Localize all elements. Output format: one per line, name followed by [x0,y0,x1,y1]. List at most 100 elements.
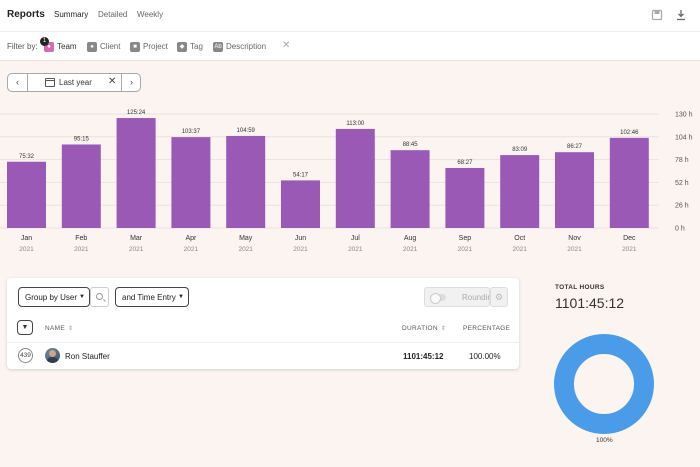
filter-tag-label: Tag [190,42,203,51]
month-label: Apr [185,235,197,242]
total-hours-value: 1101:45:12 [555,295,625,311]
year-label: 2021 [567,246,582,253]
total-hours-label: TOTAL HOURS [555,284,605,291]
bar-value-label: 102:46 [620,130,639,136]
page-title: Reports [7,9,45,20]
sort-icon: ⇕ [67,326,74,332]
month-label: Sep [459,235,472,242]
bar-value-label: 103:37 [182,129,201,135]
bar-value-label: 86:27 [567,144,583,150]
gear-icon[interactable]: ⚙ [490,287,508,307]
bar [226,135,266,228]
bar [555,152,594,228]
rounding-toggle[interactable]: Rounding [424,287,496,307]
client-icon: ● [87,41,97,52]
entry-count-badge[interactable]: 439 [18,348,33,363]
bar [116,118,156,228]
year-label: 2021 [622,246,637,253]
report-table-card: Group by User ▼ and Time Entry ▼ Roundin… [7,278,519,369]
month-label: May [239,235,253,242]
bar [171,137,211,228]
expand-all-button[interactable]: ▼ [17,320,33,335]
team-icon: ● [44,41,54,52]
tab-weekly[interactable]: Weekly [137,10,164,19]
month-label: Nov [568,235,581,242]
user-duration: 1101:45:12 [403,352,444,361]
bar-value-label: 125:24 [127,110,146,116]
month-label: Jun [295,235,306,242]
user-share-donut [554,334,654,434]
year-label: 2021 [458,246,473,253]
year-label: 2021 [74,246,89,253]
year-label: 2021 [512,246,527,253]
bar-value-label: 95:15 [74,136,90,142]
tab-detailed[interactable]: Detailed [98,10,128,19]
filter-client-label: Client [100,42,121,51]
y-tick-label: 78 h [675,157,689,164]
bar-value-label: 54:17 [293,172,309,178]
secondary-group-select[interactable]: and Time Entry ▼ [115,287,189,307]
year-label: 2021 [238,246,253,253]
bar [335,128,375,228]
sort-icon: ⇕ [440,326,447,332]
project-icon: ■ [130,41,140,52]
clear-date-icon[interactable]: ✕ [108,76,117,87]
rounding-label: Rounding [462,292,497,302]
top-bar [0,0,700,31]
bar [281,180,320,228]
filter-label: Filter by: [7,42,38,51]
column-header-duration[interactable]: DURATION ⇕ [402,325,446,332]
filter-client[interactable]: ● Client [87,40,120,53]
search-button[interactable] [90,287,109,307]
month-label: Feb [75,235,87,242]
filter-description[interactable]: Ab Description [213,40,266,53]
y-tick-label: 0 h [675,226,685,233]
group-by-label: Group by User [25,292,78,302]
tab-summary[interactable]: Summary [54,10,89,19]
filter-project[interactable]: ■ Project [130,40,168,53]
description-icon: Ab [213,41,223,52]
month-label: Dec [623,235,636,242]
download-icon[interactable] [674,9,688,23]
bar-value-label: 88:45 [403,142,419,148]
y-tick-label: 52 h [675,180,689,187]
divider [121,74,122,91]
divider [27,74,28,91]
date-range-label[interactable]: Last year [59,78,92,87]
chevron-right-icon[interactable]: › [130,77,133,87]
user-percentage: 100.00% [469,352,501,361]
bar-value-label: 113:00 [346,121,365,127]
filter-tag[interactable]: ◆ Tag [177,40,203,53]
filter-project-label: Project [143,42,168,51]
bar-value-label: 104:59 [237,128,256,134]
month-label: Oct [514,235,525,242]
bar [7,161,46,228]
year-label: 2021 [403,246,418,253]
y-tick-label: 26 h [675,203,689,210]
filter-team[interactable]: ● Team [44,40,77,53]
chevron-left-icon[interactable]: ‹ [16,77,19,87]
save-icon[interactable] [650,9,664,23]
avatar [45,348,60,363]
filter-team-label: Team [57,42,77,51]
column-header-name[interactable]: NAME ⇕ [45,325,73,332]
month-label: Aug [404,235,417,242]
year-label: 2021 [19,246,34,253]
column-header-percentage: PERCENTAGE [463,325,511,332]
filter-bar [0,31,700,61]
bar-value-label: 83:09 [512,147,528,153]
bar [390,150,430,228]
group-by-select[interactable]: Group by User ▼ [18,287,90,307]
year-label: 2021 [293,246,308,253]
toggle-switch[interactable] [430,293,446,304]
caret-down-icon: ▼ [178,294,184,300]
month-label: Jul [351,235,360,242]
month-label: Jan [21,235,32,242]
bar [445,167,485,228]
filter-count-badge: 1 [40,37,49,46]
calendar-icon [45,78,55,87]
date-range-picker: ‹ Last year ✕ › [7,73,141,92]
caret-down-icon: ▼ [79,294,85,300]
close-icon[interactable]: ✕ [282,40,291,51]
year-label: 2021 [129,246,144,253]
